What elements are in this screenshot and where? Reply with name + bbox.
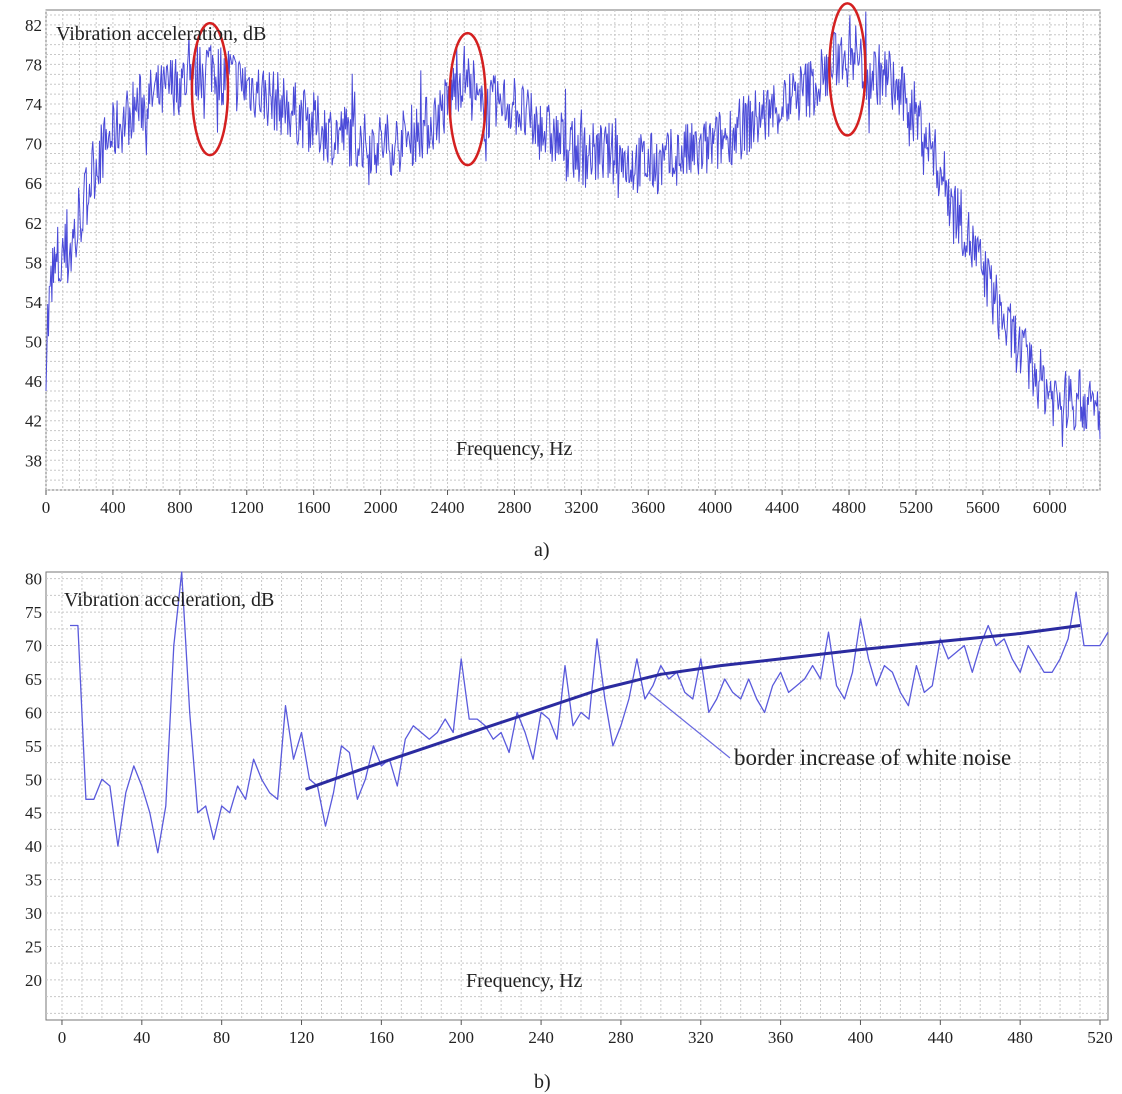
highlight-ellipse <box>448 31 487 167</box>
y-tick-label: 30 <box>25 904 42 923</box>
x-tick-label: 0 <box>42 498 51 517</box>
spectrum-line <box>45 11 1101 447</box>
panel-a: 38 42 46 50 54 58 62 66 70 74 78 82 0 400 800 1200 1600… <box>25 2 1101 561</box>
x-tick-label: 5200 <box>899 498 933 517</box>
y-tick-label: 70 <box>25 135 42 154</box>
x-tick-label: 360 <box>768 1028 794 1047</box>
panel-a-plot-area <box>45 9 1101 491</box>
panel-b-series <box>70 571 1109 854</box>
panel-a-y-axis-label: Vibration acceleration, dB <box>56 23 266 45</box>
x-tick-label: 280 <box>608 1028 634 1047</box>
x-tick-label: 6000 <box>1033 498 1067 517</box>
x-tick-label: 80 <box>213 1028 230 1047</box>
panel-b-x-ticks: 0 40 80 120 160 200 240 280 320 360 400 440 480 520 <box>58 1020 1113 1047</box>
x-tick-label: 400 <box>100 498 126 517</box>
panel-b: 20 25 30 35 40 45 50 55 60 65 70 75 80 0 40 80 120 160 20… <box>25 570 1113 1093</box>
y-tick-label: 74 <box>25 95 43 114</box>
y-tick-label: 62 <box>25 214 42 233</box>
x-tick-label: 400 <box>848 1028 874 1047</box>
x-tick-label: 800 <box>167 498 193 517</box>
x-tick-label: 2800 <box>497 498 531 517</box>
y-tick-label: 25 <box>25 937 42 956</box>
x-tick-label: 3200 <box>564 498 598 517</box>
x-tick-label: 5600 <box>966 498 1000 517</box>
x-tick-label: 4400 <box>765 498 799 517</box>
y-tick-label: 60 <box>25 703 42 722</box>
x-tick-label: 320 <box>688 1028 714 1047</box>
spectrum-line <box>70 571 1109 854</box>
x-tick-label: 2400 <box>431 498 465 517</box>
y-tick-label: 45 <box>25 804 42 823</box>
x-tick-label: 4000 <box>698 498 732 517</box>
y-tick-label: 42 <box>25 412 42 431</box>
y-tick-label: 66 <box>25 174 42 193</box>
panel-b-annotation-label: border increase of white noise <box>734 745 1011 770</box>
panel-a-x-axis-label: Frequency, Hz <box>456 438 573 460</box>
trend-line <box>304 624 1081 791</box>
x-tick-label: 0 <box>58 1028 67 1047</box>
panel-a-highlights <box>190 2 867 167</box>
y-tick-label: 70 <box>25 637 42 656</box>
panel-a-series <box>45 11 1101 447</box>
y-tick-label: 20 <box>25 971 42 990</box>
x-tick-label: 160 <box>369 1028 395 1047</box>
x-tick-label: 1200 <box>230 498 264 517</box>
y-tick-label: 50 <box>25 770 42 789</box>
panel-b-annotation <box>648 691 731 759</box>
x-tick-label: 200 <box>448 1028 474 1047</box>
panel-a-x-ticks: 0 400 800 1200 1600 2000 2400 2800 3200 3600 4000 4… <box>42 490 1067 517</box>
y-tick-label: 58 <box>25 253 42 272</box>
annotation-pointer <box>648 691 731 759</box>
x-tick-label: 1600 <box>297 498 331 517</box>
panel-b-grid <box>46 572 1108 1020</box>
x-tick-label: 240 <box>528 1028 554 1047</box>
panel-b-y-axis-label: Vibration acceleration, dB <box>64 589 274 611</box>
y-tick-label: 55 <box>25 737 42 756</box>
y-tick-label: 54 <box>25 293 43 312</box>
x-tick-label: 40 <box>133 1028 150 1047</box>
panel-b-y-ticks: 20 25 30 35 40 45 50 55 60 65 70 75 80 <box>25 570 42 990</box>
panel-a-y-ticks: 38 42 46 50 54 58 62 66 70 74 78 82 <box>25 16 43 470</box>
x-tick-label: 440 <box>928 1028 954 1047</box>
y-tick-label: 46 <box>25 372 42 391</box>
x-tick-label: 520 <box>1087 1028 1113 1047</box>
panel-b-x-axis-label: Frequency, Hz <box>466 970 583 992</box>
panel-b-caption: b) <box>534 1071 551 1093</box>
y-tick-label: 40 <box>25 837 42 856</box>
x-tick-label: 2000 <box>364 498 398 517</box>
highlight-ellipse <box>190 21 230 157</box>
highlight-ellipse <box>828 2 867 137</box>
x-tick-label: 120 <box>289 1028 315 1047</box>
x-tick-label: 3600 <box>631 498 665 517</box>
y-tick-label: 65 <box>25 670 42 689</box>
panel-a-caption: a) <box>534 539 550 561</box>
x-tick-label: 480 <box>1007 1028 1033 1047</box>
y-tick-label: 80 <box>25 570 42 589</box>
y-tick-label: 50 <box>25 333 42 352</box>
y-tick-label: 38 <box>25 451 42 470</box>
y-tick-label: 35 <box>25 871 42 890</box>
y-tick-label: 78 <box>25 55 42 74</box>
y-tick-label: 75 <box>25 603 42 622</box>
x-tick-label: 4800 <box>832 498 866 517</box>
y-tick-label: 82 <box>25 16 42 35</box>
panel-a-grid <box>45 10 1101 491</box>
